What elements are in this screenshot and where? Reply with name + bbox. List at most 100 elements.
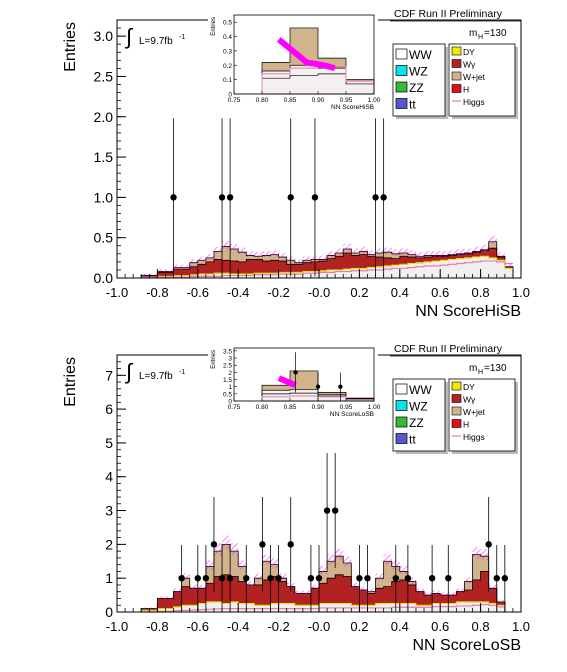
data-point	[380, 194, 387, 201]
x-axis-title: NN ScoreLoSB	[413, 637, 522, 654]
data-point	[323, 507, 331, 514]
inset-frame	[233, 14, 375, 95]
legend-label: ZZ	[409, 81, 424, 95]
legend-swatch	[451, 59, 462, 68]
integral-sign: ∫	[124, 24, 134, 49]
x-tick-label: 0.4	[391, 285, 409, 300]
inset-y-tick-label: 0.5	[223, 20, 232, 27]
data-point	[331, 507, 339, 514]
x-axis: -1.0 -0.8 -0.6 -0.4 -0.2 -0.0 0.2 0.4 0.6 0.8 1.0	[106, 269, 530, 300]
inset-y-tick-label: 0	[228, 92, 232, 99]
uncertainty-band	[141, 535, 505, 609]
data-point	[170, 194, 177, 201]
legend-right: DY Wγ W+jet H Higgs	[448, 378, 518, 454]
inset-x-tick-label: 0.75	[228, 404, 241, 411]
data-point	[372, 194, 379, 201]
legend-swatch	[395, 433, 408, 444]
legend-label: DY	[463, 382, 475, 392]
inset-x-tick-label: 0.85	[284, 97, 297, 104]
y-tick-label: 5	[105, 435, 113, 451]
legend-swatch	[395, 400, 408, 411]
x-tick-label: 0.2	[350, 619, 368, 634]
run-header: CDF Run II Preliminary	[394, 343, 503, 355]
legend-label: WZ	[409, 400, 428, 414]
run-header: CDF Run II Preliminary	[394, 8, 503, 20]
y-tick-label: 7	[105, 367, 113, 383]
data-point	[287, 194, 294, 201]
y-tick-label: 0.0	[94, 270, 114, 286]
legend-swatch	[395, 98, 408, 109]
legend-swatch	[451, 394, 462, 403]
legend-label: Higgs	[463, 432, 485, 442]
legend-label: W+jet	[463, 72, 486, 82]
x-tick-label: 0.8	[472, 619, 490, 634]
x-tick-label: -0.6	[187, 285, 209, 300]
panel-bottom: -1.0 -0.8 -0.6 -0.4 -0.2 -0.0 0.2 0.4 0.6 0.8 1.00…	[62, 343, 530, 654]
inset-y-tick-label: 3	[228, 356, 232, 363]
mass-subscript: H	[478, 34, 483, 41]
data-point	[493, 574, 500, 582]
legend-label: Wγ	[463, 395, 476, 405]
inset-y-tick-label: 2	[228, 370, 232, 377]
legend-label: tt	[409, 433, 416, 447]
y-axis: 0.0 0.5 1.0 1.5 2.0 2.5 3.0	[94, 19, 126, 286]
legend-left: WW WZ ZZ tt	[392, 43, 448, 119]
data-point	[311, 194, 319, 201]
inset-y-tick-label: 0.2	[223, 63, 232, 70]
lumi-label: L=9.7fb	[139, 371, 173, 382]
inset-x-tick-label: 0.75	[228, 97, 241, 104]
inset-data-point	[338, 384, 343, 389]
inset-uncertainty-band	[277, 375, 297, 389]
legend-label: WW	[409, 48, 432, 62]
data-point	[259, 541, 266, 548]
legend-label: ZZ	[409, 416, 424, 430]
x-tick-label: -0.0	[308, 285, 330, 300]
y-tick-label: 0.5	[94, 230, 114, 246]
x-tick-label: -0.4	[227, 285, 249, 300]
x-tick-label: 1.0	[512, 285, 530, 300]
inset-y-tick-label: 1.5	[223, 377, 232, 384]
inset-x-axis-title: NN ScoreHiSB	[331, 104, 374, 111]
legend-swatch	[451, 46, 462, 56]
dy-histogram	[141, 255, 513, 278]
x-tick-label: -0.2	[267, 285, 289, 300]
inset-y-tick-label: 1	[228, 384, 232, 391]
data-point	[428, 574, 436, 582]
x-tick-label: -0.8	[146, 285, 168, 300]
y-tick-label: 3	[105, 503, 113, 519]
x-tick-label: -0.8	[146, 619, 168, 634]
legend-swatch	[451, 71, 462, 81]
x-tick-label: 0.4	[391, 619, 409, 634]
data-points	[170, 118, 387, 277]
legend-label: H	[463, 420, 469, 430]
x-tick-label: -1.0	[106, 285, 128, 300]
data-point	[287, 541, 294, 548]
legend-label: W+jet	[463, 407, 486, 417]
x-tick-label: -0.6	[187, 619, 209, 634]
y-tick-label: 1.5	[94, 149, 114, 165]
inset-y-tick-label: 0.5	[223, 391, 232, 398]
inset-uncertainty-band	[276, 37, 336, 72]
data-point	[194, 574, 201, 582]
inset-y-tick-label: 0.4	[223, 34, 232, 41]
integral-sign: ∫	[124, 359, 134, 384]
higgs-line	[141, 260, 513, 278]
inset-x-tick-label: 0.90	[312, 404, 325, 411]
data-point	[243, 574, 250, 582]
legend-swatch	[395, 48, 408, 60]
inset-x-tick-label: 0.95	[340, 97, 353, 104]
data-point	[218, 194, 226, 201]
data-point	[210, 541, 218, 548]
inset-x-tick-label: 0.80	[256, 97, 269, 104]
legend-swatch	[395, 81, 408, 93]
x-tick-label: -1.0	[106, 619, 128, 634]
data-points	[178, 453, 509, 612]
mass-label: m	[469, 28, 477, 39]
legend-swatch	[395, 416, 408, 428]
inset-y-tick-label: 0.3	[223, 48, 232, 55]
legend-label: Higgs	[463, 97, 485, 107]
x-tick-label: -0.0	[308, 619, 330, 634]
mass-label: m	[469, 363, 477, 374]
x-tick-label: -0.2	[267, 619, 289, 634]
